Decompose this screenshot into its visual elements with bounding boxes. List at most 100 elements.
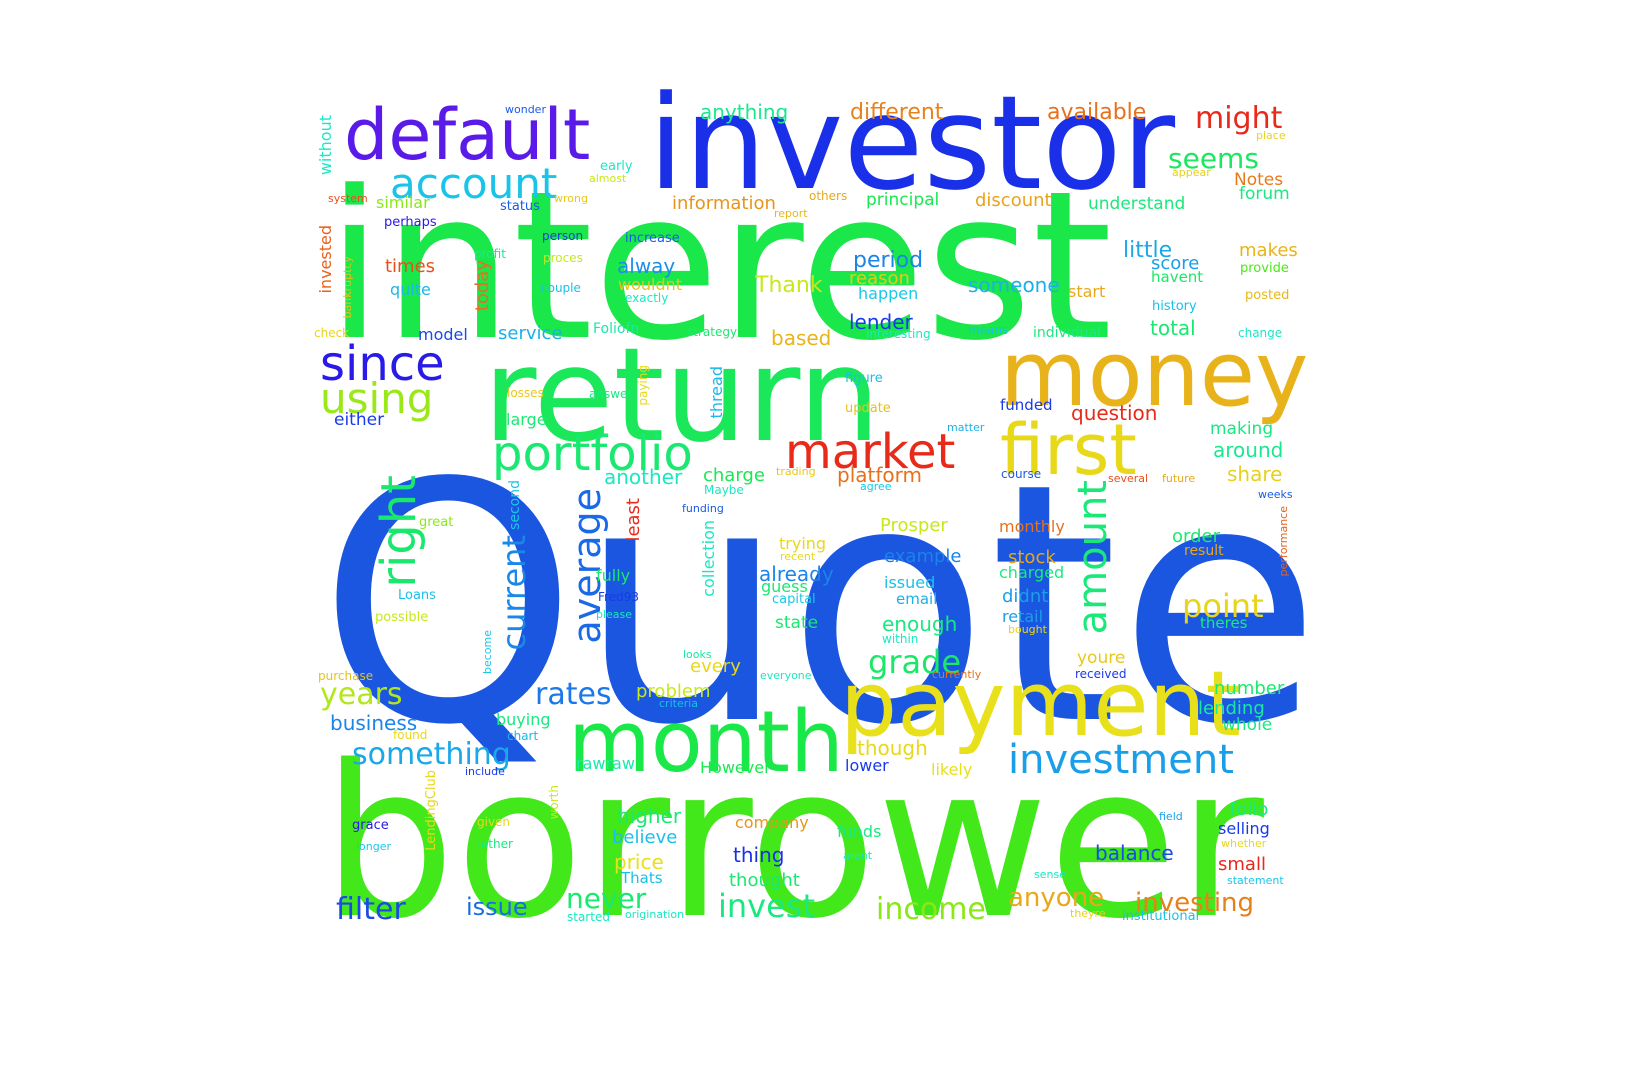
word-78: change — [1238, 326, 1283, 340]
word-22: rates — [535, 677, 612, 712]
word-99: making — [1210, 419, 1274, 439]
word-128: recent — [780, 550, 816, 563]
word-130: guess — [761, 577, 808, 596]
word-106: paying — [636, 365, 650, 406]
word-191: price — [614, 850, 664, 874]
word-171: However — [700, 758, 771, 777]
word-164: found — [393, 728, 428, 742]
word-175: higher — [617, 804, 682, 828]
word-59: times — [385, 256, 436, 277]
word-180: selling — [1218, 819, 1270, 838]
word-179: field — [1159, 810, 1183, 823]
word-190: rather — [476, 837, 513, 851]
word-197: origination — [625, 908, 685, 921]
word-65: system — [328, 192, 368, 205]
word-189: longer — [356, 840, 392, 853]
word-32: might — [1195, 101, 1283, 136]
word-196: started — [567, 910, 610, 924]
word-165: buying — [496, 710, 551, 729]
word-104: answer — [589, 387, 633, 401]
word-136: email — [896, 590, 938, 608]
word-168: likely — [931, 760, 973, 779]
word-74: lender — [849, 310, 913, 334]
word-53: someone — [968, 273, 1060, 297]
word-36: anything — [700, 100, 789, 124]
word-21: point — [1182, 587, 1264, 625]
word-40: understand — [1088, 194, 1186, 214]
word-89: wrong — [554, 192, 588, 205]
word-148: bought — [1008, 623, 1047, 636]
word-182: believe — [612, 827, 678, 848]
word-11: portfolio — [492, 426, 693, 482]
word-46: score — [1151, 253, 1200, 274]
word-60: quite — [390, 280, 431, 299]
word-116: weeks — [1258, 488, 1293, 501]
word-38: principal — [866, 190, 940, 210]
word-183: grace — [352, 818, 389, 833]
word-114: several — [1108, 472, 1149, 485]
word-81: profit — [474, 247, 506, 261]
word-4: return — [483, 319, 881, 471]
word-161: lending — [1198, 698, 1265, 719]
word-113: course — [1001, 467, 1042, 481]
word-86: wonder — [505, 103, 546, 116]
word-79: increase — [625, 231, 680, 246]
word-150: become — [481, 630, 494, 675]
word-20: grade — [868, 643, 962, 681]
word-62: today — [472, 260, 493, 312]
word-117: performance — [1277, 506, 1290, 577]
word-159: criteria — [659, 697, 699, 710]
word-174: worth — [547, 785, 561, 820]
word-13: since — [320, 336, 445, 392]
word-110: platform — [837, 463, 922, 487]
word-167: though — [857, 736, 928, 760]
word-132: example — [884, 546, 962, 567]
word-181: whether — [1221, 837, 1267, 850]
word-50: period — [853, 248, 924, 273]
word-57: Thank — [755, 273, 823, 298]
word-47: makes — [1239, 240, 1298, 261]
word-166: chart — [507, 729, 539, 743]
word-92: appear — [1172, 166, 1211, 179]
word-178: folio — [1230, 799, 1269, 820]
word-134: charged — [999, 563, 1065, 582]
word-48: havent — [1151, 268, 1204, 286]
word-185: thing — [733, 843, 785, 867]
word-33: seems — [1168, 142, 1259, 175]
word-66: bankruptcy — [341, 256, 354, 319]
word-73: based — [771, 326, 832, 350]
word-147: retail — [1002, 607, 1044, 626]
word-172: lower — [845, 756, 889, 775]
word-85: exactly — [625, 291, 669, 305]
word-160: number — [1214, 678, 1285, 699]
word-37: information — [672, 193, 776, 214]
word-199: institutional — [1122, 909, 1200, 924]
word-103: either — [334, 410, 385, 430]
word-149: theres — [1200, 614, 1248, 632]
word-135: issued — [884, 573, 936, 592]
word-143: possible — [375, 610, 429, 625]
word-7: month — [568, 693, 844, 792]
word-151: looks — [683, 648, 712, 661]
word-9: first — [1000, 409, 1137, 491]
word-125: order — [1172, 526, 1220, 547]
word-163: business — [330, 711, 418, 735]
word-129: already — [759, 562, 834, 586]
word-112: agree — [860, 480, 892, 493]
word-169: include — [465, 765, 505, 778]
word-115: future — [1162, 472, 1196, 485]
word-2: borrower — [322, 720, 1264, 965]
word-177: funds — [837, 822, 882, 841]
word-26: income — [876, 892, 986, 927]
word-27: filter — [336, 892, 406, 927]
word-111: trading — [776, 465, 816, 478]
word-34: available — [1047, 100, 1147, 125]
word-133: stock — [1008, 547, 1056, 568]
word-76: individual — [1033, 325, 1101, 341]
word-107: thread — [707, 366, 726, 419]
word-121: second — [507, 480, 523, 530]
word-68: model — [418, 325, 468, 344]
word-49: provide — [1240, 261, 1289, 276]
word-155: received — [1075, 667, 1127, 681]
word-80: person — [542, 229, 584, 243]
